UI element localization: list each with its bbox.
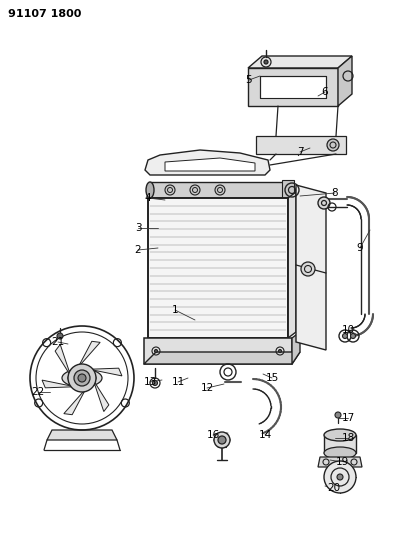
Bar [282, 180, 294, 200]
Text: 1: 1 [172, 305, 178, 315]
Text: 91107 1800: 91107 1800 [8, 9, 81, 19]
Text: 15: 15 [265, 373, 279, 383]
Bar [324, 435, 356, 453]
Bar [148, 198, 288, 338]
Bar [150, 182, 288, 198]
Circle shape [215, 185, 225, 195]
Polygon shape [296, 185, 326, 350]
Polygon shape [248, 56, 352, 68]
Circle shape [154, 350, 158, 352]
Text: 4: 4 [145, 193, 151, 203]
Circle shape [301, 262, 315, 276]
Ellipse shape [284, 182, 292, 198]
Text: 12: 12 [200, 383, 213, 393]
Text: 18: 18 [342, 433, 355, 443]
Circle shape [337, 474, 343, 480]
Polygon shape [292, 332, 300, 364]
Circle shape [78, 374, 86, 382]
Circle shape [335, 412, 341, 418]
Text: 20: 20 [328, 483, 341, 493]
Polygon shape [260, 76, 326, 98]
Polygon shape [165, 158, 255, 171]
Circle shape [214, 432, 230, 448]
Circle shape [68, 364, 96, 392]
Polygon shape [55, 344, 72, 378]
Polygon shape [64, 386, 87, 415]
Text: 2: 2 [135, 245, 141, 255]
Circle shape [324, 461, 356, 493]
Circle shape [327, 139, 339, 151]
Polygon shape [145, 150, 270, 175]
Circle shape [165, 185, 175, 195]
Text: 11: 11 [172, 377, 185, 387]
Polygon shape [338, 56, 352, 106]
Circle shape [152, 381, 158, 385]
Polygon shape [87, 368, 122, 376]
Ellipse shape [62, 369, 102, 387]
Polygon shape [92, 378, 109, 411]
Ellipse shape [324, 429, 356, 441]
Text: 22: 22 [32, 387, 45, 397]
Ellipse shape [146, 182, 154, 198]
Polygon shape [288, 192, 296, 338]
Polygon shape [47, 430, 117, 440]
Polygon shape [144, 338, 292, 364]
Circle shape [74, 370, 90, 386]
Text: 7: 7 [297, 147, 303, 157]
Text: 14: 14 [259, 430, 272, 440]
Polygon shape [256, 136, 346, 154]
Text: 13: 13 [143, 377, 157, 387]
Circle shape [218, 436, 226, 444]
Polygon shape [248, 68, 338, 106]
Text: 3: 3 [135, 223, 141, 233]
Circle shape [264, 60, 268, 64]
Circle shape [318, 197, 330, 209]
Text: 6: 6 [322, 87, 328, 97]
Polygon shape [42, 380, 77, 388]
Circle shape [342, 334, 348, 338]
Text: 19: 19 [336, 457, 349, 467]
Text: 21: 21 [51, 337, 65, 347]
Polygon shape [318, 457, 362, 467]
Text: 5: 5 [246, 75, 252, 85]
Text: 8: 8 [332, 188, 338, 198]
Polygon shape [144, 352, 300, 364]
Circle shape [57, 333, 63, 339]
Circle shape [190, 185, 200, 195]
Polygon shape [77, 341, 100, 369]
Text: 16: 16 [206, 430, 219, 440]
Text: 10: 10 [342, 325, 355, 335]
Text: 9: 9 [357, 243, 363, 253]
Circle shape [350, 334, 356, 338]
Ellipse shape [324, 447, 356, 459]
Circle shape [279, 350, 282, 352]
Text: 17: 17 [342, 413, 355, 423]
